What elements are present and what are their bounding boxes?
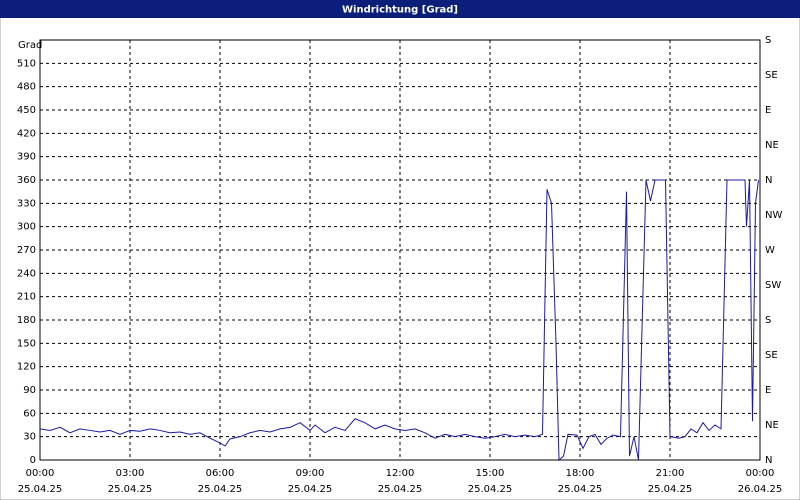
- title-bar: [0, 0, 800, 18]
- y-tick-label: 420: [17, 128, 36, 139]
- y-tick-label: 90: [23, 385, 36, 396]
- y2-tick-label: E: [765, 385, 771, 396]
- data-line: [39, 179, 759, 462]
- y-tick-label: 270: [17, 245, 36, 256]
- y2-tick-label: S: [765, 35, 771, 46]
- y-tick-label: 60: [23, 408, 36, 419]
- y-tick-label: 300: [17, 222, 36, 233]
- y2-tick-label: W: [765, 245, 775, 256]
- x-tick-label: 03:00: [116, 468, 145, 479]
- y-tick-label: 480: [17, 82, 36, 93]
- x-tick-date: 25.04.25: [18, 484, 63, 495]
- y-tick-label: 150: [17, 338, 36, 349]
- y-tick-label: 240: [17, 268, 36, 279]
- y-tick-label: 510: [17, 58, 36, 69]
- x-tick-date: 25.04.25: [648, 484, 693, 495]
- y-tick-label: 0: [30, 455, 36, 466]
- y2-tick-label: SE: [765, 350, 778, 361]
- y-tick-label: 360: [17, 175, 36, 186]
- x-tick-label: 06:00: [206, 468, 235, 479]
- y2-tick-label: NE: [765, 420, 779, 431]
- y2-tick-label: E: [765, 105, 771, 116]
- x-tick-date: 25.04.25: [468, 484, 513, 495]
- x-tick-date: 25.04.25: [558, 484, 603, 495]
- y-tick-label: 210: [17, 292, 36, 303]
- x-tick-label: 18:00: [566, 468, 595, 479]
- y-tick-label: 180: [17, 315, 36, 326]
- chart-title: Windrichtung [Grad]: [342, 5, 458, 16]
- y2-tick-label: N: [765, 175, 772, 186]
- x-tick-date: 25.04.25: [198, 484, 243, 495]
- plot-frame: [39, 39, 761, 461]
- x-tick-label: 12:00: [386, 468, 415, 479]
- x-tick-label: 15:00: [476, 468, 505, 479]
- x-tick-date: 25.04.25: [378, 484, 423, 495]
- x-tick-date: 26.04.25: [738, 484, 783, 495]
- y-tick-label: 30: [23, 432, 36, 443]
- y-tick-label: 330: [17, 198, 36, 209]
- y-tick-label: 390: [17, 152, 36, 163]
- y-tick-label: 450: [17, 105, 36, 116]
- y-tick-label: 120: [17, 362, 36, 373]
- x-tick-date: 25.04.25: [108, 484, 153, 495]
- y2-tick-label: N: [765, 455, 772, 466]
- y-axis-label: Grad: [18, 40, 42, 51]
- y2-tick-label: S: [765, 315, 771, 326]
- y2-tick-label: NW: [765, 210, 782, 221]
- x-tick-label: 09:00: [296, 468, 325, 479]
- x-tick-label: 21:00: [656, 468, 685, 479]
- y2-tick-label: SW: [765, 280, 781, 291]
- x-tick-label: 00:00: [746, 468, 775, 479]
- y2-tick-label: SE: [765, 70, 778, 81]
- x-tick-label: 00:00: [26, 468, 55, 479]
- y2-tick-label: NE: [765, 140, 779, 151]
- x-tick-date: 25.04.25: [288, 484, 333, 495]
